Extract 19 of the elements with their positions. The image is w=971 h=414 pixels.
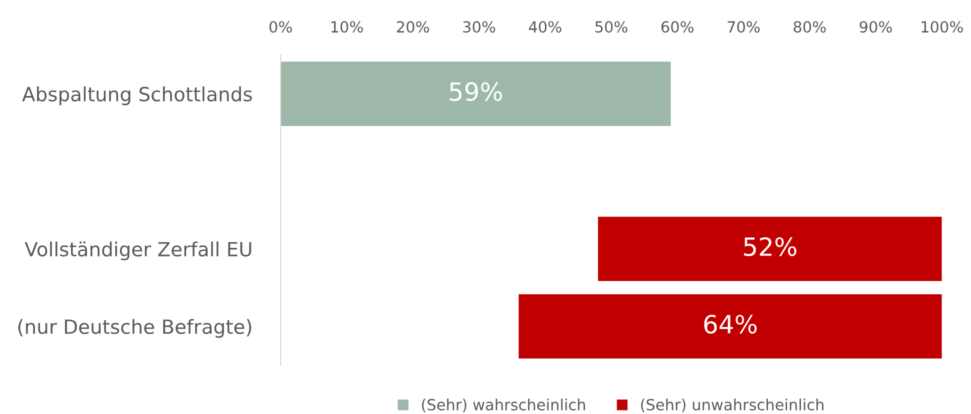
x-tick-label: 70%: [728, 21, 760, 33]
x-tick-label: 40%: [528, 21, 562, 33]
y-tick-label: Vollständiger Zerfall EU: [24, 241, 252, 260]
x-tick-label: 10%: [331, 21, 363, 33]
data-label: 64%: [704, 314, 757, 334]
x-tick-label: 50%: [595, 21, 628, 33]
y-tick-label: Abspaltung Schottlands: [22, 86, 252, 106]
x-tick-label: 30%: [463, 21, 496, 33]
x-tick-label: 0%: [270, 21, 292, 33]
legend-label: (Sehr) unwahrscheinlich: [641, 398, 824, 412]
x-tick-label: 20%: [397, 21, 430, 33]
data-label: 52%: [744, 237, 796, 256]
x-tick-label: 80%: [794, 21, 826, 33]
data-label: 59%: [450, 82, 502, 102]
x-tick-label: 90%: [860, 21, 892, 33]
legend-label: (Sehr) wahrscheinlich: [422, 398, 585, 412]
x-tick-label: 60%: [661, 21, 694, 33]
y-tick-label: (nur Deutsche Befragte): [18, 319, 252, 338]
x-tick-label: 100%: [922, 21, 963, 33]
